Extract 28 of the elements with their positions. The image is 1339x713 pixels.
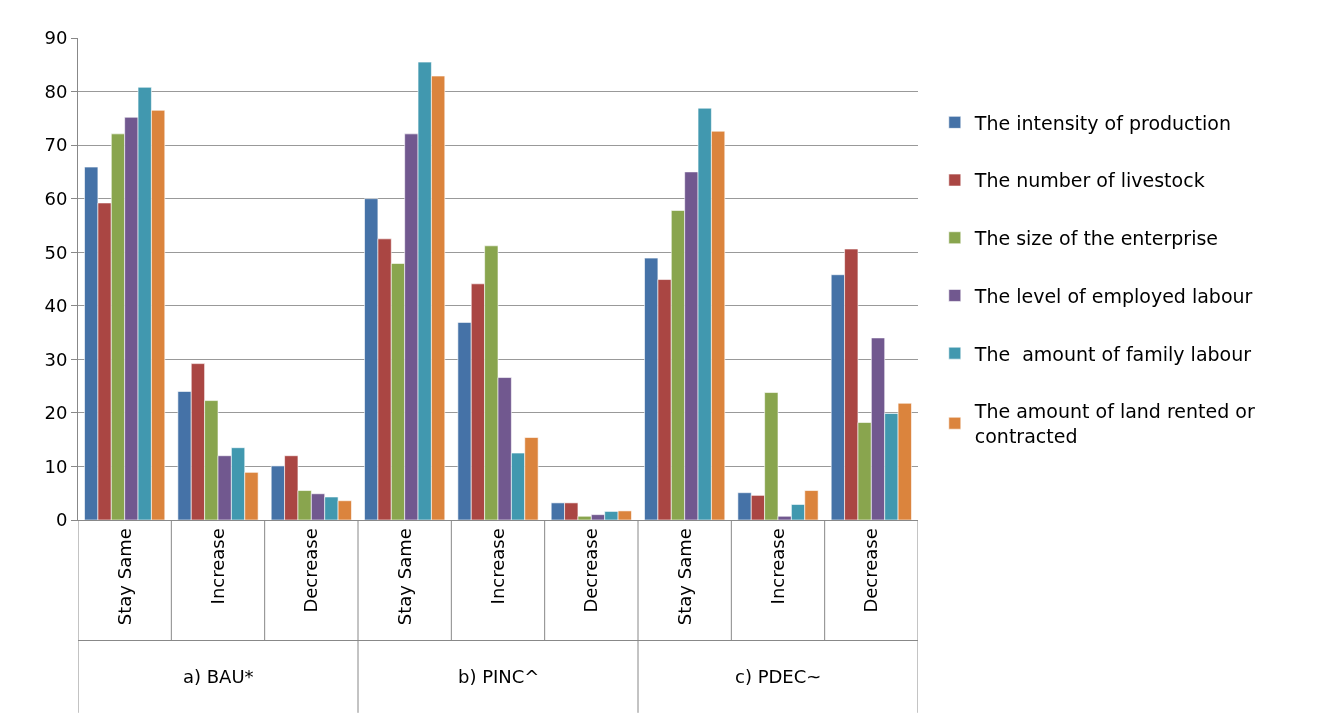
text: a) BAU* <box>183 666 254 687</box>
y-tick-label: 10 <box>44 455 68 477</box>
x-tick-label: Increase <box>486 528 508 605</box>
x-tick-label: Increase <box>206 528 228 605</box>
y-tick-label: 60 <box>44 187 68 209</box>
y-tick-label: 80 <box>44 80 68 102</box>
legend-label: The amount of land rented or contracted <box>973 400 1261 447</box>
x-tick-label: Stay Same <box>393 528 415 626</box>
legend-label: The level of employed labour <box>973 284 1253 307</box>
y-tick-label: 30 <box>44 348 68 370</box>
text: b) PINC^ <box>458 666 540 687</box>
x-tick-label: Decrease <box>860 528 882 613</box>
text: c) PDEC~ <box>735 666 822 687</box>
legend-label: The size of the enterprise <box>973 227 1219 250</box>
x-tick-label: Increase <box>766 528 788 605</box>
x-tick-label: Stay Same <box>673 528 695 626</box>
y-tick-label: 40 <box>44 295 68 317</box>
legend-label: The amount of family labour <box>973 342 1252 365</box>
y-tick-label: 50 <box>44 241 68 263</box>
legend-label: The number of livestock <box>973 169 1205 192</box>
y-tick-label: 70 <box>44 134 68 156</box>
x-tick-label: Decrease <box>300 528 322 613</box>
y-tick-label: 0 <box>55 509 68 531</box>
legend-label: The intensity of production <box>973 111 1231 134</box>
x-tick-label: Decrease <box>580 528 602 613</box>
y-tick-label: 90 <box>44 27 68 49</box>
x-tick-label: Stay Same <box>113 528 135 626</box>
y-tick-label: 20 <box>44 402 68 424</box>
